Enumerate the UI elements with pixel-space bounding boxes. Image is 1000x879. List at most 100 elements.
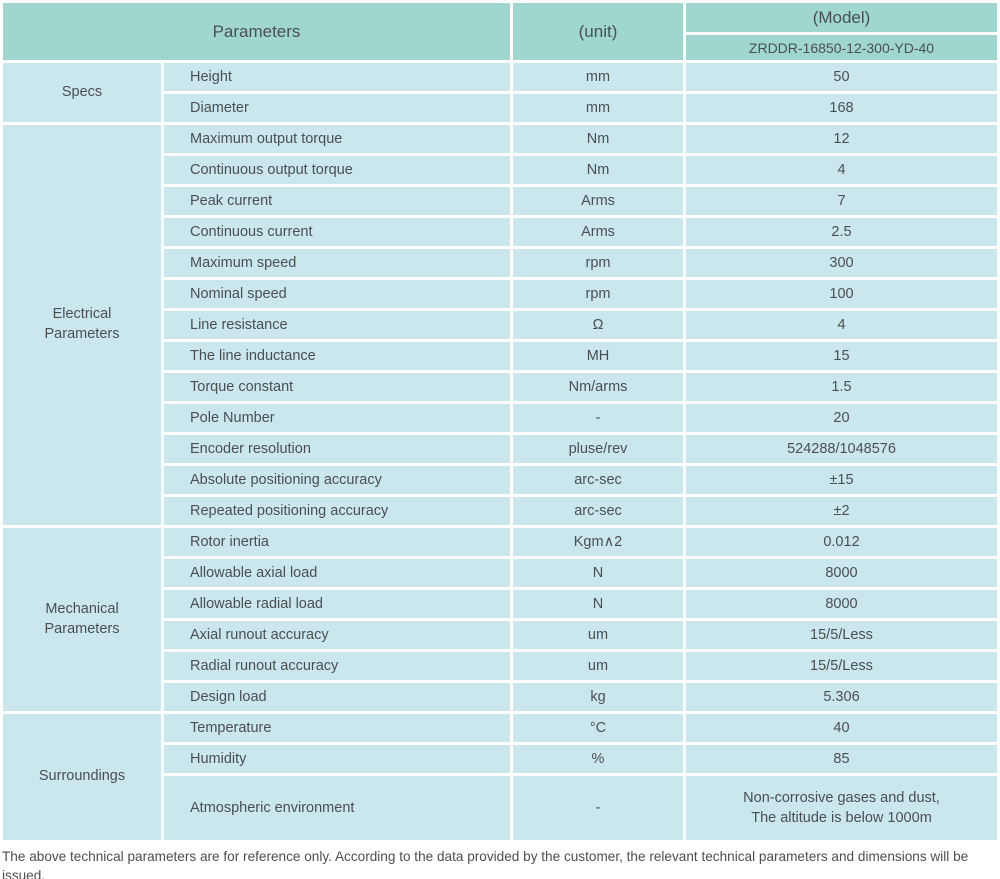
table-row: Radial runout accuracy um 15/5/Less: [3, 652, 997, 680]
unit-cell: kg: [513, 683, 683, 711]
param-name-cell: Atmospheric environment: [164, 776, 510, 840]
param-name-cell: Encoder resolution: [164, 435, 510, 463]
table-row: Allowable radial load N 8000: [3, 590, 997, 618]
table-row: Electrical Parameters Maximum output torq…: [3, 125, 997, 525]
param-name-cell: Allowable axial load: [164, 559, 510, 587]
unit-cell: rpm: [513, 280, 683, 308]
value-cell: 50: [686, 63, 997, 91]
unit-cell: °C: [513, 714, 683, 742]
reference-note: The above technical parameters are for r…: [2, 849, 969, 879]
param-name-cell: Temperature: [164, 714, 510, 742]
unit-cell: -: [513, 776, 683, 840]
table-row: Atmospheric environment - Non-corrosive ga…: [3, 776, 997, 840]
unit-cell: Kgm∧2: [513, 528, 683, 556]
value-cell: 100: [686, 280, 997, 308]
unit-cell: mm: [513, 63, 683, 91]
param-name-cell: Line resistance: [164, 311, 510, 339]
value-cell: 524288/1048576: [686, 435, 997, 463]
table-row: Axial runout accuracy um 15/5/Less: [3, 621, 997, 649]
value-cell: 4: [686, 311, 997, 339]
unit-cell: arc-sec: [513, 466, 683, 494]
table-row: Design load kg 5.306: [3, 683, 997, 711]
unit-cell: arc-sec: [513, 497, 683, 525]
value-cell: 15/5/Less: [686, 652, 997, 680]
value-cell: 300: [686, 249, 997, 277]
unit-cell: Arms: [513, 187, 683, 215]
table-row: Peak current Arms 7: [3, 187, 997, 215]
value-cell: 15: [686, 342, 997, 370]
table-row: The line inductance MH 15: [3, 342, 997, 370]
unit-cell: pluse/rev: [513, 435, 683, 463]
unit-cell: Ω: [513, 311, 683, 339]
value-cell: 85: [686, 745, 997, 773]
param-name-cell: Repeated positioning accuracy: [164, 497, 510, 525]
value-cell: 15/5/Less: [686, 621, 997, 649]
value-cell: 20: [686, 404, 997, 432]
param-name-cell: Diameter: [164, 94, 510, 122]
table-row: Absolute positioning accuracy arc-sec ±15: [3, 466, 997, 494]
table-row: Humidity% 85: [3, 745, 997, 773]
value-cell: 5.306: [686, 683, 997, 711]
unit-cell: um: [513, 621, 683, 649]
value-cell: 168: [686, 94, 997, 122]
unit-cell: -: [513, 404, 683, 432]
unit-cell: Nm/arms: [513, 373, 683, 401]
param-name-cell: The line inductance: [164, 342, 510, 370]
param-name-cell: Humidity: [164, 745, 510, 773]
table-row: Diameter mm 168: [3, 94, 997, 122]
table-header: Parameters (unit) (Model) ZRDDR-16850-12…: [3, 3, 997, 60]
param-name-cell: Torque constant: [164, 373, 510, 401]
value-cell: Non-corrosive gases and dust, The altitu…: [686, 776, 997, 840]
value-cell: 12: [686, 125, 997, 153]
category-cell: Mechanical Parameters: [3, 528, 161, 711]
value-cell: 8000: [686, 590, 997, 618]
header-parameters: Parameters: [3, 3, 510, 60]
header-model: (Model): [686, 3, 997, 32]
param-name-cell: Radial runout accuracy: [164, 652, 510, 680]
value-cell: ±15: [686, 466, 997, 494]
value-cell: 1.5: [686, 373, 997, 401]
unit-cell: um: [513, 652, 683, 680]
unit-cell: MH: [513, 342, 683, 370]
table-body: Specs Height mm 50 Diameter mm 168 Electrical P…: [3, 63, 997, 840]
table-row: Torque constant Nm/arms 1.5: [3, 373, 997, 401]
table-row: Pole Number -20: [3, 404, 997, 432]
value-cell: 40: [686, 714, 997, 742]
param-name-cell: Continuous current: [164, 218, 510, 246]
table-row: Specs Height mm 50: [3, 63, 997, 122]
unit-cell: N: [513, 590, 683, 618]
param-name-cell: Absolute positioning accuracy: [164, 466, 510, 494]
param-name-cell: Pole Number: [164, 404, 510, 432]
unit-cell: Arms: [513, 218, 683, 246]
header-unit: (unit): [513, 3, 683, 60]
param-name-cell: Nominal speed: [164, 280, 510, 308]
unit-cell: N: [513, 559, 683, 587]
table-row: Continuous output torque Nm 4: [3, 156, 997, 184]
category-cell: Specs: [3, 63, 161, 122]
param-name-cell: Height: [164, 63, 510, 91]
param-name-cell: Design load: [164, 683, 510, 711]
unit-cell: rpm: [513, 249, 683, 277]
unit-cell: mm: [513, 94, 683, 122]
table-row: Repeated positioning accuracy arc-sec ±2: [3, 497, 997, 525]
unit-cell: Nm: [513, 156, 683, 184]
category-cell: Surroundings: [3, 714, 161, 840]
param-name-cell: Continuous output torque: [164, 156, 510, 184]
unit-cell: Nm: [513, 125, 683, 153]
spec-table: Parameters (unit) (Model) ZRDDR-16850-12…: [3, 3, 997, 840]
value-cell: 8000: [686, 559, 997, 587]
unit-cell: %: [513, 745, 683, 773]
param-name-cell: Allowable radial load: [164, 590, 510, 618]
param-name-cell: Peak current: [164, 187, 510, 215]
table-row: Encoder resolution pluse/rev 524288/104857…: [3, 435, 997, 463]
table-row: Surroundings Temperature °C 40: [3, 714, 997, 840]
table-row: Continuous current Arms 2.5: [3, 218, 997, 246]
param-name-cell: Rotor inertia: [164, 528, 510, 556]
table-row: Allowable axial load N 8000: [3, 559, 997, 587]
value-cell: 0.012: [686, 528, 997, 556]
param-name-cell: Axial runout accuracy: [164, 621, 510, 649]
param-name-cell: Maximum output torque: [164, 125, 510, 153]
table-row: Line resistance Ω 4: [3, 311, 997, 339]
table-row: Maximum speed rpm 300: [3, 249, 997, 277]
